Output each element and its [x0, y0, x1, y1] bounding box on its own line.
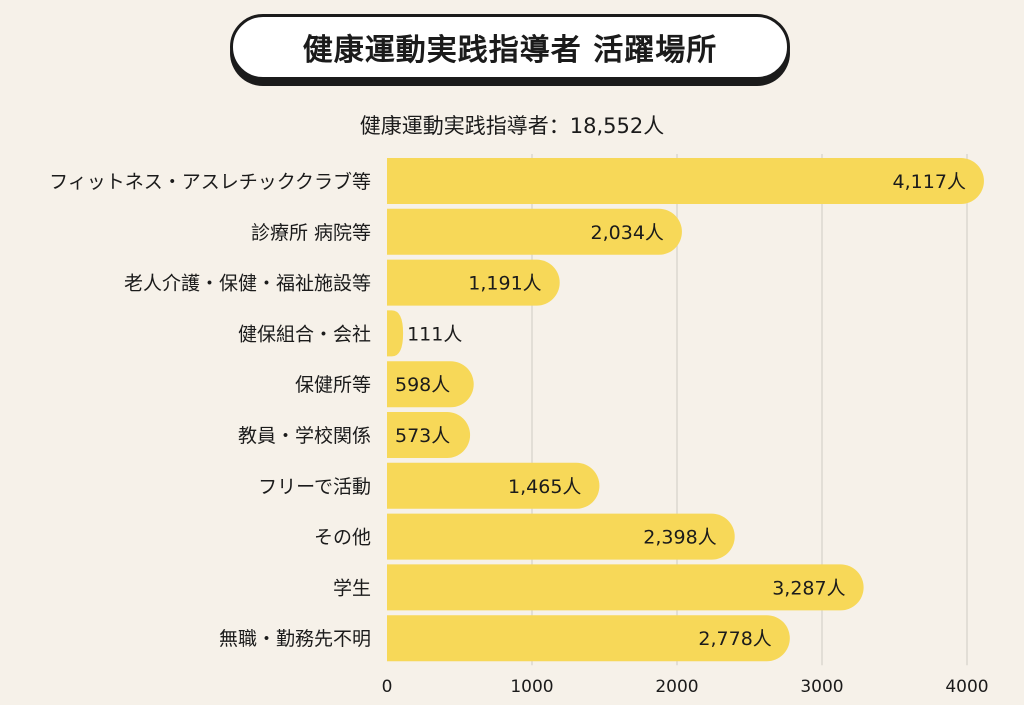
- bar: [387, 208, 682, 255]
- value-label: 2,778人: [698, 628, 771, 650]
- value-label: 2,398人: [643, 527, 716, 549]
- bar: [387, 615, 790, 662]
- category-label: フリーで活動: [258, 476, 371, 498]
- category-label: 診療所 病院等: [251, 222, 371, 244]
- value-label: 111人: [407, 323, 462, 345]
- value-label: 1,191人: [468, 273, 541, 295]
- bar: [387, 412, 471, 458]
- value-label: 598人: [395, 374, 450, 396]
- category-label: 保健所等: [295, 374, 371, 396]
- category-label: 老人介護・保健・福祉施設等: [124, 273, 371, 295]
- value-label: 573人: [395, 425, 450, 447]
- value-label: 3,287人: [772, 577, 845, 599]
- bar: [387, 564, 864, 611]
- x-tick-label: 1000: [510, 677, 553, 697]
- chart-title: 健康運動実践指導者 活躍場所: [302, 33, 718, 68]
- category-label: 学生: [333, 577, 371, 599]
- x-tick-label: 3000: [800, 677, 843, 697]
- x-tick-label: 4000: [945, 677, 988, 697]
- value-label: 1,465人: [508, 476, 581, 498]
- category-label: フィットネス・アスレチッククラブ等: [49, 170, 371, 193]
- category-label: 健保組合・会社: [238, 323, 371, 345]
- category-label: 無職・勤務先不明: [219, 628, 371, 650]
- bar: [387, 158, 984, 204]
- bar: [387, 361, 474, 408]
- x-tick-label: 0: [382, 677, 393, 697]
- title-banner: 健康運動実践指導者 活躍場所: [230, 14, 790, 80]
- bar: [387, 513, 735, 560]
- chart-subtitle: 健康運動実践指導者：18,552人: [359, 114, 665, 138]
- category-label: その他: [314, 527, 371, 549]
- category-label: 教員・学校関係: [238, 425, 371, 447]
- value-label: 4,117人: [893, 171, 966, 193]
- bar: [387, 310, 404, 357]
- x-tick-label: 2000: [655, 677, 698, 697]
- value-label: 2,034人: [591, 222, 664, 244]
- bar: [387, 259, 560, 306]
- bar: [387, 462, 600, 509]
